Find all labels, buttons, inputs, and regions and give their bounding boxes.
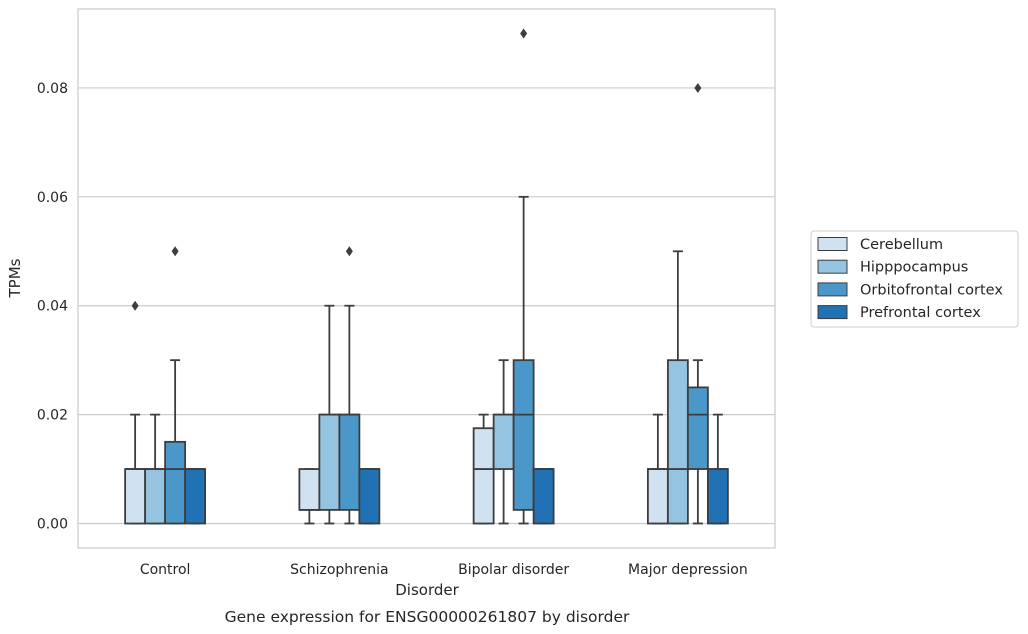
box-4-2	[358, 468, 381, 525]
legend-swatch	[817, 305, 848, 320]
box-body	[666, 359, 689, 525]
outlier-point	[520, 28, 528, 39]
y-tick-label: 0.06	[37, 190, 68, 206]
box-body	[124, 468, 147, 525]
legend-swatch	[817, 237, 848, 251]
box-body	[338, 413, 361, 511]
box-body	[472, 427, 495, 525]
box-body	[164, 440, 187, 525]
box-2-4	[666, 250, 689, 525]
outlier-point	[345, 246, 353, 257]
outlier-point	[171, 246, 179, 257]
box-4-4	[706, 413, 729, 525]
box-2-2	[318, 304, 341, 525]
outlier-point	[694, 82, 702, 93]
y-tick-label: 0.02	[37, 408, 68, 424]
legend: Cerebellum Hipppocampus Orbitofrontal cort…	[810, 230, 1019, 328]
plot-background	[78, 9, 775, 548]
chart-caption: Gene expression for ENSG00000261807 by d…	[225, 608, 630, 626]
y-tick-labels: 0.00 0.02 0.04 0.06 0.08	[37, 81, 68, 533]
x-tick-labels: Control Schizophrenia Bipolar disorder Majo…	[140, 562, 748, 578]
x-axis-label: Disorder	[395, 581, 459, 599]
box-body	[492, 413, 515, 470]
y-axis-label: TPMs	[6, 258, 24, 298]
box-3-4	[686, 82, 709, 525]
box-3-3	[512, 28, 535, 525]
box-body	[318, 413, 341, 511]
box-body	[298, 468, 321, 511]
legend-label: Orbitofrontal cortex	[860, 282, 1003, 298]
y-tick-label: 0.04	[37, 299, 68, 315]
plot-frame	[77, 8, 776, 549]
box-1-4	[646, 413, 669, 525]
boxes-group	[124, 28, 729, 525]
box-2-3	[492, 359, 515, 525]
box-1-3	[472, 413, 495, 525]
legend-label: Cerebellum	[860, 237, 943, 253]
legend-swatch	[817, 282, 848, 297]
box-3-2	[338, 246, 361, 525]
box-body	[706, 468, 729, 525]
box-4-3	[532, 468, 555, 525]
x-tick-label: Control	[140, 562, 191, 578]
legend-label: Hipppocampus	[860, 260, 968, 276]
box-body	[646, 468, 669, 525]
x-tick-label: Bipolar disorder	[458, 562, 569, 578]
box-body	[184, 468, 207, 525]
outlier-point	[131, 300, 139, 311]
legend-frame	[810, 230, 1019, 328]
box-body	[144, 468, 167, 525]
x-tick-label: Schizophrenia	[290, 562, 388, 578]
y-tick-label: 0.08	[37, 81, 68, 97]
box-body	[532, 468, 555, 525]
legend-label: Prefrontal cortex	[860, 305, 981, 321]
y-tick-label: 0.00	[37, 517, 68, 533]
x-tick-label: Major depression	[628, 562, 748, 578]
box-body	[358, 468, 381, 525]
box-4-1	[184, 468, 207, 525]
box-body	[512, 359, 535, 511]
box-body	[686, 386, 709, 470]
legend-swatch	[817, 259, 848, 274]
box-3-1	[164, 246, 187, 525]
